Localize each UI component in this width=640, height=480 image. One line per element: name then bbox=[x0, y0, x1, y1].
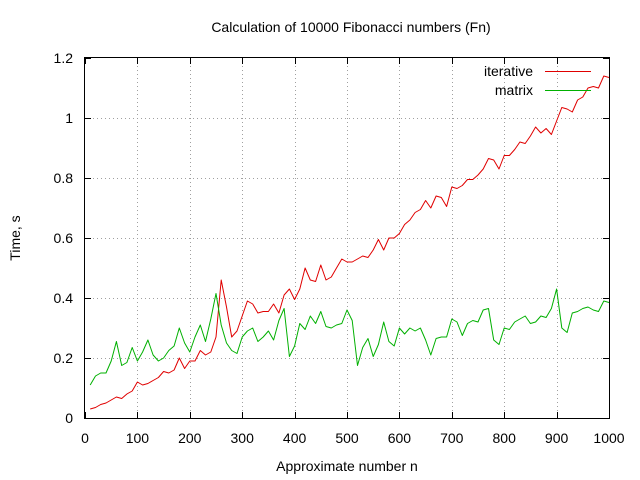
series-line-iterative bbox=[90, 75, 610, 410]
y-tick-label: 0.6 bbox=[54, 230, 74, 246]
plot-frame bbox=[84, 57, 610, 419]
x-tick-label: 800 bbox=[493, 430, 517, 446]
legend-label: matrix bbox=[495, 82, 533, 98]
x-tick-label: 300 bbox=[231, 430, 255, 446]
x-tick-label: 200 bbox=[178, 430, 202, 446]
y-tick-label: 0.2 bbox=[54, 350, 74, 366]
x-tick-label: 0 bbox=[81, 430, 89, 446]
y-axis-tick-labels: 0 0.2 0.4 0.6 0.8 1 1.2 bbox=[54, 50, 74, 426]
x-tick-label: 1000 bbox=[593, 430, 624, 446]
x-tick-label: 100 bbox=[126, 430, 150, 446]
x-tick-label: 600 bbox=[388, 430, 412, 446]
chart-title: Calculation of 10000 Fibonacci numbers (… bbox=[211, 19, 490, 35]
x-tick-label: 400 bbox=[283, 430, 307, 446]
y-tick-label: 1 bbox=[65, 110, 73, 126]
x-tick-label: 700 bbox=[440, 430, 464, 446]
legend: iterative matrix bbox=[484, 63, 591, 98]
y-axis-label: Time, s bbox=[7, 215, 23, 260]
y-tick-label: 0.8 bbox=[54, 170, 74, 186]
x-tick-label: 900 bbox=[545, 430, 569, 446]
x-tick-label: 500 bbox=[335, 430, 359, 446]
axis-ticks bbox=[85, 58, 610, 419]
y-tick-label: 1.2 bbox=[54, 50, 74, 66]
y-tick-label: 0.4 bbox=[54, 290, 74, 306]
y-tick-label: 0 bbox=[65, 410, 73, 426]
plot-series bbox=[89, 75, 610, 410]
series-line-matrix bbox=[89, 288, 610, 386]
legend-label: iterative bbox=[484, 63, 533, 79]
x-axis-tick-labels: 0 100 200 300 400 500 600 700 800 900 1000 bbox=[81, 430, 625, 446]
x-axis-label: Approximate number n bbox=[276, 458, 418, 474]
grid-lines bbox=[85, 58, 609, 418]
